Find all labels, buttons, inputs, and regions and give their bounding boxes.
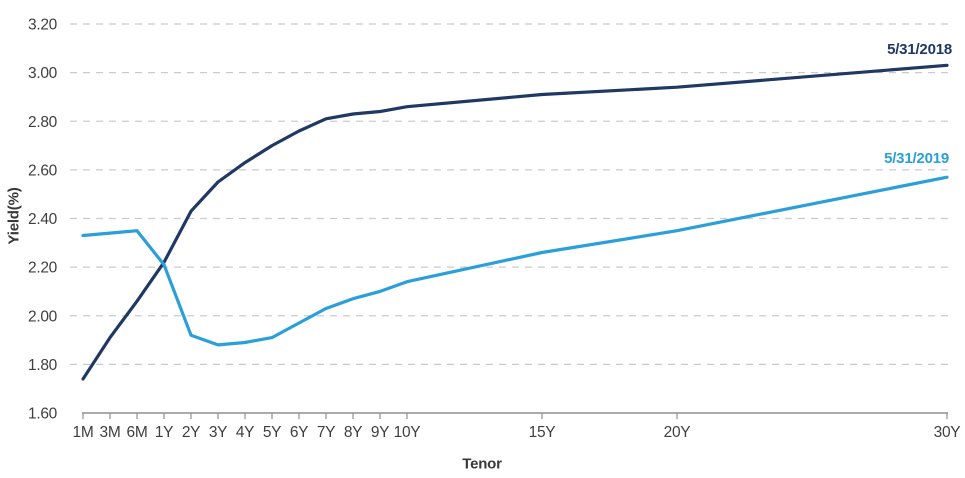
series-label-2018: 5/31/2018	[887, 41, 952, 58]
y-axis-tick-label: 1.80	[28, 357, 58, 374]
x-axis-tick-label: 3Y	[209, 424, 227, 441]
y-axis-tick-label: 2.00	[28, 308, 58, 325]
y-axis-tick-label: 2.60	[28, 162, 58, 179]
series-line-5-31-2018	[81, 63, 949, 381]
y-axis-tick-label: 3.20	[28, 17, 58, 34]
y-axis-tick-label: 3.00	[28, 65, 58, 82]
x-axis-tick-label: 15Y	[529, 424, 556, 441]
x-axis-tick-label: 9Y	[371, 424, 389, 441]
x-axis-tick-label: 1M	[73, 424, 94, 441]
x-axis-tick-label: 4Y	[236, 424, 254, 441]
y-axis-tick-label: 1.60	[28, 406, 58, 423]
x-axis-tick-label: 3M	[100, 424, 121, 441]
x-axis-tick-label: 2Y	[182, 424, 200, 441]
x-axis-tick-label: 8Y	[344, 424, 362, 441]
x-axis-title: Tenor	[462, 455, 502, 473]
y-axis-tick-label: 2.40	[28, 211, 58, 228]
y-axis-tick-label: 2.80	[28, 114, 58, 131]
x-axis-tick-label: 1Y	[155, 424, 173, 441]
x-axis-tick-label: 20Y	[664, 424, 691, 441]
x-axis-tick-label: 5Y	[263, 424, 281, 441]
x-axis-tick-label: 10Y	[394, 424, 421, 441]
x-axis-tick-label: 7Y	[317, 424, 335, 441]
series-label-2019: 5/31/2019	[884, 150, 949, 167]
y-axis-title: Yield(%)	[5, 187, 23, 245]
x-axis-tick-label: 6M	[127, 424, 148, 441]
series-line-5-31-2019	[81, 175, 949, 347]
x-axis-tick-label: 30Y	[934, 424, 961, 441]
y-axis-tick-label: 2.20	[28, 260, 58, 277]
x-axis-tick-label: 6Y	[290, 424, 308, 441]
